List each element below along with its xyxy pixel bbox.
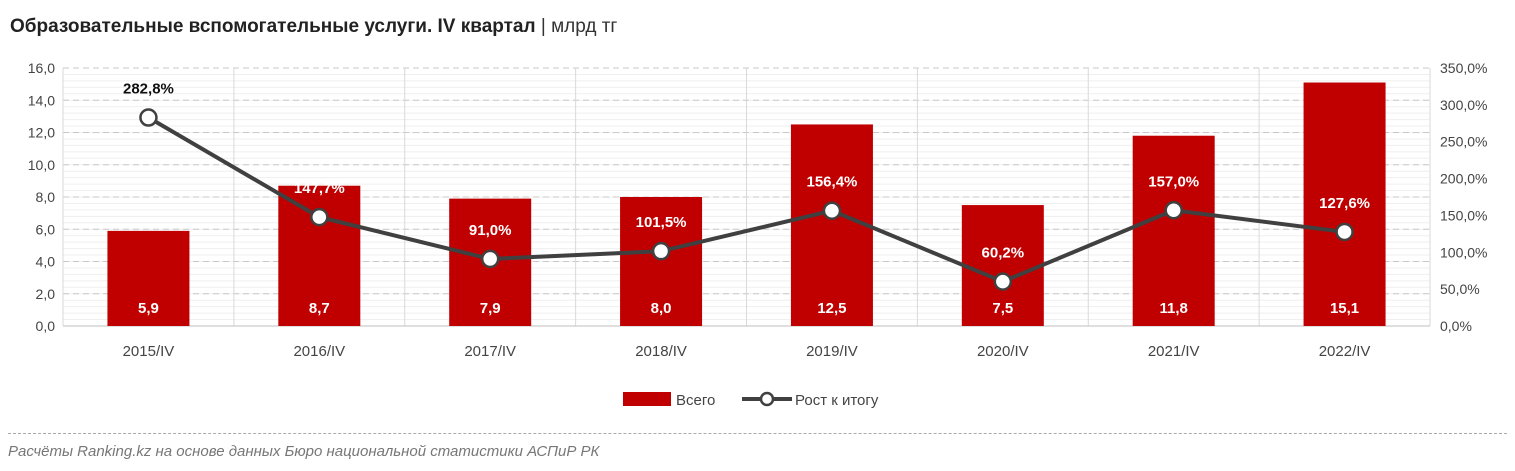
x-axis-tick: 2017/IV: [464, 343, 516, 360]
growth-point: [651, 241, 671, 261]
bar-label: 11,8: [1160, 300, 1188, 317]
bar-label: 7,9: [480, 300, 501, 317]
growth-label: 282,8%: [123, 81, 174, 98]
title-separator: |: [540, 16, 546, 37]
right-axis-tick: 200,0%: [1440, 171, 1487, 187]
chart-title: Образовательные вспомогательные услуги. …: [10, 16, 617, 38]
x-axis-tick: 2022/IV: [1319, 343, 1371, 360]
bar: [1132, 135, 1215, 326]
growth-point: [1335, 222, 1354, 242]
footer-divider: [8, 433, 1507, 434]
legend-swatch-marker: [759, 391, 775, 407]
left-axis-tick: 4,0: [36, 254, 56, 270]
legend-label-line: Рост к итогу: [795, 392, 879, 409]
legend-label-bars: Всего: [676, 392, 715, 409]
title-main: Образовательные вспомогательные услуги. …: [10, 16, 536, 37]
growth-point: [139, 108, 158, 127]
right-axis-tick: 350,0%: [1440, 60, 1487, 76]
bar-label: 5,9: [138, 300, 159, 317]
growth-line: [147, 115, 1345, 284]
right-axis-tick: 150,0%: [1440, 207, 1487, 223]
right-axis-tick: 300,0%: [1440, 97, 1487, 113]
growth-point: [993, 272, 1013, 291]
x-axis-tick: 2020/IV: [977, 343, 1029, 360]
left-axis-tick: 12,0: [28, 125, 55, 141]
growth-label: 101,5%: [636, 214, 687, 231]
bar-label: 15,1: [1330, 300, 1359, 317]
bar-label: 12,5: [817, 300, 846, 317]
chart: 0,0 2,0 4,0 6,0 8,0 10,0 12,0 14,0 16,0 0,0% 50,0%…: [28, 60, 1488, 409]
left-axis-tick: 16,0: [28, 60, 55, 76]
left-axis-tick: 6,0: [36, 221, 56, 237]
growth-label: 147,7%: [294, 180, 345, 197]
bar-label: 8,0: [651, 300, 672, 317]
right-axis-tick: 100,0%: [1440, 244, 1487, 260]
x-axis-tick: 2019/IV: [806, 343, 858, 360]
right-axis-tick: 50,0%: [1440, 281, 1480, 297]
bar-label: 7,5: [992, 300, 1013, 317]
footer-source: Расчёты Ranking.kz на основе данных Бюро…: [8, 443, 600, 460]
left-axis-tick: 14,0: [28, 92, 55, 108]
growth-label: 157,0%: [1148, 173, 1199, 190]
bar-label: 8,7: [309, 300, 330, 317]
x-axis-tick: 2018/IV: [635, 343, 687, 360]
bar: [620, 197, 703, 326]
growth-label: 156,4%: [807, 174, 858, 191]
left-axis-tick: 8,0: [36, 189, 56, 205]
bar: [790, 124, 873, 326]
growth-label: 127,6%: [1319, 195, 1370, 212]
growth-point: [480, 249, 500, 269]
growth-point: [310, 207, 329, 227]
bar: [107, 230, 190, 326]
growth-point: [822, 201, 842, 220]
left-axis-tick: 10,0: [28, 157, 55, 173]
left-axis-tick: 2,0: [36, 286, 56, 302]
right-axis-tick: 250,0%: [1440, 134, 1487, 150]
title-unit: млрд тг: [551, 16, 618, 37]
bar: [1303, 82, 1386, 326]
growth-label: 91,0%: [469, 222, 512, 239]
x-axis-tick: 2015/IV: [123, 343, 175, 360]
left-axis-tick: 0,0: [36, 318, 56, 334]
legend-swatch-bars: [623, 392, 671, 406]
x-axis-tick: 2016/IV: [293, 343, 345, 360]
bar: [961, 205, 1044, 326]
growth-point: [1164, 201, 1183, 220]
x-axis-tick: 2021/IV: [1148, 343, 1200, 360]
growth-label: 60,2%: [982, 245, 1025, 262]
right-axis-tick: 0,0%: [1440, 318, 1472, 334]
